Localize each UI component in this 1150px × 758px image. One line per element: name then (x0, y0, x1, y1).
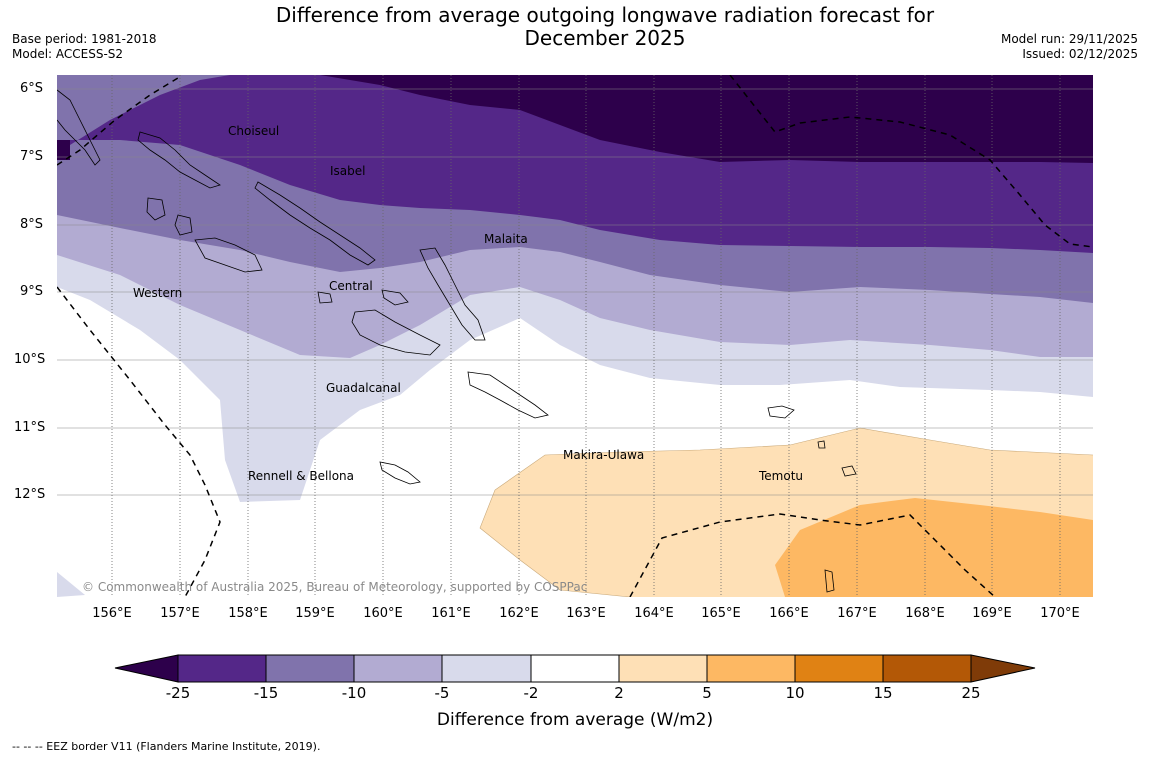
kolombangara-coast (174, 214, 193, 236)
utupua-coast (817, 440, 826, 449)
coastlines (57, 89, 857, 593)
lon-tick-label: 162°E (499, 606, 539, 621)
colorbar-bin (177, 654, 267, 683)
title-line-1: Difference from average outgoing longwav… (275, 3, 935, 27)
copyright-notice: © Commonwealth of Australia 2025, Bureau… (82, 580, 588, 594)
colorbar-tick-label: -25 (165, 684, 191, 702)
model-run: Model run: 29/11/2025 (1000, 32, 1138, 46)
place-label-makira: Makira-Ulawa (563, 448, 645, 462)
issued-date: Issued: 02/12/2025 (1022, 47, 1138, 61)
lon-tick-label: 159°E (295, 606, 335, 621)
place-label-choiseul: Choiseul (228, 124, 280, 138)
colorbar-tick-label: -10 (341, 684, 367, 702)
colorbar-tick-label: 15 (873, 684, 893, 702)
lon-tick-label: 163°E (566, 606, 606, 621)
colorbar-bin (882, 654, 972, 683)
place-label-isabel: Isabel (330, 164, 366, 178)
colorbar-arrow-left (114, 654, 179, 683)
contour-5-to-10 (775, 498, 1093, 597)
colorbar-bin (530, 654, 620, 683)
lat-tick-label: 7°S (20, 149, 44, 164)
colorbar-arrow-right (970, 654, 1036, 683)
new-georgia-coast (194, 237, 263, 273)
place-label-rennell: Rennell & Bellona (248, 469, 355, 483)
lon-tick-label: 170°E (1040, 606, 1080, 621)
lat-tick-label: 8°S (20, 217, 44, 232)
colorbar-tick-label: 10 (785, 684, 805, 702)
colorbar-bin (618, 654, 708, 683)
place-label-western: Western (133, 286, 183, 300)
lat-tick-label: 12°S (14, 487, 46, 502)
lon-tick-label: 156°E (92, 606, 132, 621)
vanikoro-coast (841, 465, 857, 477)
place-label-guadalcanal: Guadalcanal (326, 381, 401, 395)
colorbar-bin (353, 654, 443, 683)
title-line-2: December 2025 (524, 26, 686, 50)
colorbar-tick-label: -5 (434, 684, 450, 702)
lon-tick-label: 169°E (972, 606, 1012, 621)
contour-below-minus25 (320, 75, 1093, 163)
map-title: Difference from average outgoing longwav… (200, 4, 1010, 50)
lon-grid (111, 75, 1061, 597)
lat-grid (57, 88, 1093, 496)
colorbar-bin (441, 654, 532, 683)
lat-tick-label: 9°S (20, 284, 44, 299)
colorbar-tick-label: -15 (253, 684, 279, 702)
meta-right: Model run: 29/11/2025 Issued: 02/12/2025 (1001, 32, 1138, 62)
bougainville-coast (57, 89, 101, 166)
colorbar-bin (706, 654, 796, 683)
colorbar-bin (794, 654, 884, 683)
lat-tick-label: 11°S (14, 420, 46, 435)
base-period: Base period: 1981-2018 (12, 32, 157, 46)
lat-tick-label: 6°S (20, 81, 44, 96)
eez-legend-note: -- -- -- EEZ border V11 (Flanders Marine… (12, 740, 321, 753)
lon-tick-label: 161°E (431, 606, 471, 621)
lat-tick-label: 10°S (14, 352, 46, 367)
place-label-temotu: Temotu (759, 469, 804, 483)
lon-tick-label: 165°E (701, 606, 741, 621)
vella-lavella-coast (146, 197, 166, 221)
colorbar-tick-label: 2 (614, 684, 624, 702)
russell-coast (317, 291, 333, 304)
model-name: Model: ACCESS-S2 (12, 47, 124, 61)
place-label-central: Central (329, 279, 373, 293)
lon-tick-label: 166°E (769, 606, 809, 621)
lon-tick-label: 164°E (634, 606, 674, 621)
isabel-coast (254, 181, 376, 266)
meta-left: Base period: 1981-2018 Model: ACCESS-S2 (12, 32, 157, 62)
lon-tick-label: 167°E (837, 606, 877, 621)
colorbar-tick-label: 5 (702, 684, 712, 702)
place-label-malaita: Malaita (484, 232, 528, 246)
colorbar-tick-label: -2 (523, 684, 539, 702)
rennell-coast (379, 461, 421, 485)
lon-tick-label: 168°E (905, 606, 945, 621)
vanuatu-banks-coast (824, 569, 835, 593)
malaita-coast (419, 247, 486, 341)
choiseul-coast (137, 131, 221, 189)
lon-tick-label: 158°E (228, 606, 268, 621)
colorbar-label: Difference from average (W/m2) (436, 710, 714, 730)
lon-tick-label: 160°E (363, 606, 403, 621)
contour-minus5-corner (57, 572, 85, 597)
colorbar-tick-label: 25 (961, 684, 981, 702)
contour-below-minus25-corner (57, 140, 70, 160)
florida-coast (381, 289, 409, 306)
eez-borders (57, 75, 1093, 597)
makira-coast (467, 371, 549, 419)
lon-tick-label: 157°E (160, 606, 200, 621)
santa-cruz-coast (767, 405, 795, 419)
colorbar-bin (265, 654, 355, 683)
guadalcanal-coast (351, 309, 441, 356)
colorbar (114, 654, 1036, 683)
